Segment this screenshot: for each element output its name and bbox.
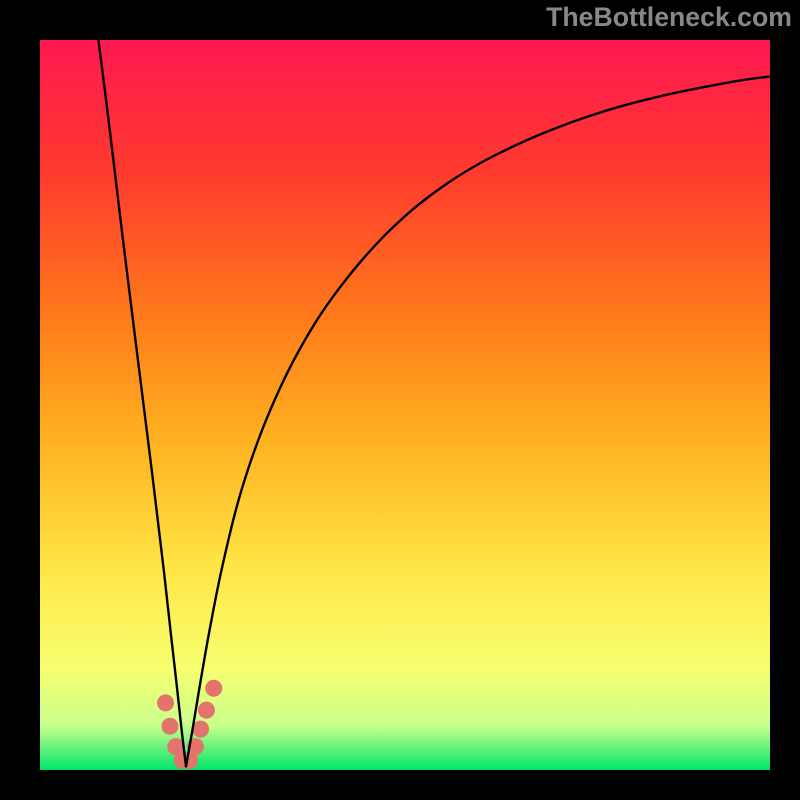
curve-marker — [157, 694, 174, 711]
curve-marker — [161, 718, 178, 735]
plot-background — [40, 40, 770, 770]
bottleneck-chart — [0, 0, 800, 800]
curve-marker — [205, 680, 222, 697]
curve-marker — [198, 702, 215, 719]
canvas: TheBottleneck.com — [0, 0, 800, 800]
